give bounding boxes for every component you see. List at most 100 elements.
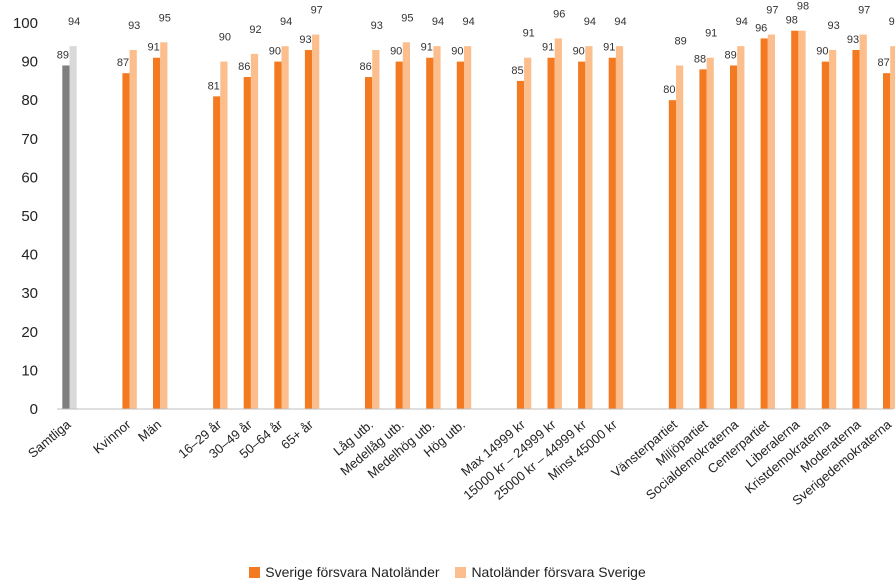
y-tick-label-10: 10 <box>21 362 38 379</box>
bar-series-2-7 <box>372 50 380 410</box>
data-label-series-2-3: 90 <box>219 32 231 44</box>
bar-series-2-16 <box>706 57 714 410</box>
data-label-series-2-22: 94 <box>889 16 895 28</box>
data-label-series-2-2: 95 <box>159 12 171 24</box>
data-label-series-2-10: 94 <box>462 16 474 28</box>
bar-series-1-13 <box>578 61 586 409</box>
data-label-series-1-13: 90 <box>573 46 585 58</box>
data-label-series-1-1: 87 <box>117 57 129 69</box>
bar-series-2-15 <box>676 65 684 410</box>
data-label-series-2-18: 97 <box>766 5 778 17</box>
bar-series-2-9 <box>433 46 441 409</box>
data-label-series-2-19: 98 <box>797 1 809 13</box>
data-label-series-2-12: 96 <box>553 8 565 20</box>
legend-label-series-2: Natoländer försvara Sverige <box>471 564 646 580</box>
data-label-series-1-3: 81 <box>208 80 220 92</box>
bar-series-1-6 <box>304 50 313 410</box>
data-label-series-2-6: 97 <box>311 5 323 17</box>
data-label-series-1-10: 90 <box>451 46 463 58</box>
y-tick-label-70: 70 <box>21 131 38 148</box>
bar-series-1-1 <box>122 73 130 410</box>
data-label-series-2-20: 93 <box>827 20 839 32</box>
bar-series-1-17 <box>730 65 738 410</box>
data-label-series-2-1: 93 <box>128 20 140 32</box>
y-tick-label-0: 0 <box>30 401 38 418</box>
bar-series-1-7 <box>365 77 373 409</box>
data-label-series-1-19: 98 <box>786 15 798 27</box>
data-label-series-2-4: 92 <box>249 24 261 36</box>
bar-series-1-9 <box>426 57 434 410</box>
y-tick-label-20: 20 <box>21 324 38 341</box>
data-label-series-1-9: 91 <box>421 42 433 54</box>
bar-series-1-11 <box>516 80 525 410</box>
bar-series-1-12 <box>547 57 555 410</box>
data-label-series-2-7: 93 <box>371 20 383 32</box>
bar-series-1-4 <box>243 77 251 409</box>
bar-series-1-19 <box>791 30 799 409</box>
bar-series-2-12 <box>554 38 562 409</box>
data-label-series-2-16: 91 <box>705 28 717 40</box>
bar-series-2-14 <box>615 46 624 409</box>
bar-series-2-17 <box>737 46 745 409</box>
data-label-series-2-5: 94 <box>280 16 292 28</box>
data-label-series-2-13: 94 <box>584 16 596 28</box>
y-tick-label-100: 100 <box>13 15 38 32</box>
data-label-series-1-22: 87 <box>877 57 889 69</box>
bar-series-1-10 <box>456 61 464 409</box>
bar-series-2-13 <box>585 46 593 409</box>
data-labels: 89 94 87 93 91 95 81 90 86 92 90 94 93 97 86 93 90 95 91 94… <box>57 1 895 96</box>
data-label-series-1-15: 80 <box>663 84 675 96</box>
data-label-series-2-14: 94 <box>614 16 626 28</box>
bar-series-2-6 <box>312 34 320 410</box>
legend: Sverige försvara Natoländer Natoländer f… <box>0 564 895 581</box>
y-tick-label-40: 40 <box>21 247 38 264</box>
data-label-series-1-8: 90 <box>390 46 402 58</box>
data-label-series-1-17: 89 <box>724 49 736 61</box>
bar-series-2-3 <box>220 61 228 409</box>
x-tick-label-1: Kvinnor <box>90 416 134 456</box>
bar-series-1-22 <box>883 73 891 410</box>
data-label-series-1-0: 89 <box>57 49 69 61</box>
bar-series-2-5 <box>281 46 289 409</box>
data-label-series-2-21: 97 <box>858 5 870 17</box>
bar-series-1-18 <box>760 38 768 409</box>
legend-item-series-1: Sverige försvara Natoländer <box>249 564 440 580</box>
data-label-series-1-14: 91 <box>603 42 615 54</box>
bar-series-1-8 <box>395 61 403 409</box>
data-label-series-1-5: 90 <box>269 46 281 58</box>
data-label-series-2-15: 89 <box>674 35 686 47</box>
bar-series-2-11 <box>524 57 532 410</box>
bar-series-1-16 <box>699 69 707 409</box>
data-label-series-2-11: 91 <box>523 28 535 40</box>
y-tick-label-60: 60 <box>21 169 38 186</box>
data-label-series-1-2: 91 <box>147 42 159 54</box>
bar-series-2-2 <box>160 42 168 410</box>
bar-series-2-22 <box>890 46 895 409</box>
data-label-series-2-8: 95 <box>401 12 413 24</box>
y-tick-label-50: 50 <box>21 208 38 225</box>
legend-label-series-1: Sverige försvara Natoländer <box>265 564 440 580</box>
x-tick-label-2: Män <box>135 417 164 445</box>
bar-series-1-2 <box>153 57 161 410</box>
x-tick-label-0: Samtliga <box>25 416 74 460</box>
bars <box>62 30 895 410</box>
data-label-series-1-12: 91 <box>542 42 554 54</box>
bar-series-1-21 <box>852 50 860 410</box>
y-tick-label-80: 80 <box>21 92 38 109</box>
bar-series-1-0 <box>62 65 70 410</box>
data-label-series-1-18: 96 <box>755 22 767 34</box>
bar-series-1-15 <box>668 100 676 409</box>
y-axis: 0 10 20 30 40 50 60 70 80 90 100 <box>13 15 38 418</box>
bar-series-2-10 <box>464 46 472 409</box>
data-label-series-1-11: 85 <box>511 65 523 77</box>
bar-series-1-14 <box>608 57 616 410</box>
data-label-series-1-20: 90 <box>816 46 828 58</box>
y-tick-label-90: 90 <box>21 54 38 71</box>
bar-series-1-20 <box>821 61 829 409</box>
data-label-series-1-4: 86 <box>238 61 250 73</box>
bar-series-2-20 <box>829 50 837 410</box>
data-label-series-1-6: 93 <box>299 34 311 46</box>
legend-item-series-2: Natoländer försvara Sverige <box>455 564 646 580</box>
data-label-series-1-16: 88 <box>694 53 706 65</box>
